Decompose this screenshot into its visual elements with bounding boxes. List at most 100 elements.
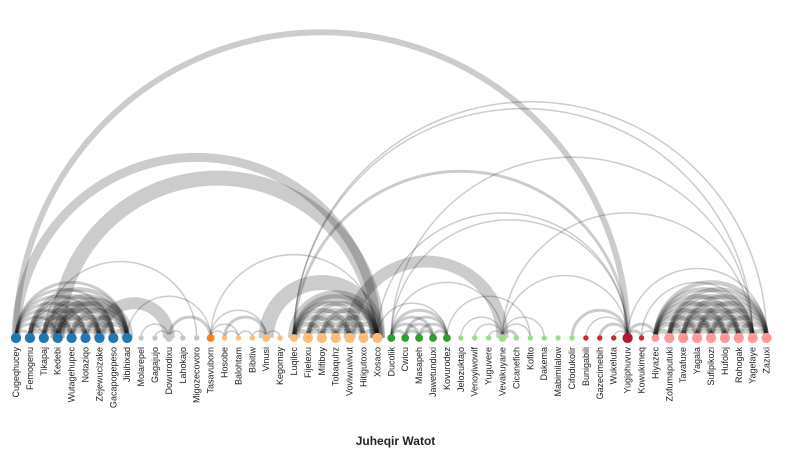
node-gagajujo[interactable] (152, 335, 158, 341)
link-arc-tikapaj-gacapogepeso (41, 301, 116, 339)
node-label-cugeqhucey: Cugeqhucey (11, 347, 21, 398)
node-voviwuwivut[interactable] (344, 332, 355, 344)
node-label-gazecimebih: Gazecimebih (595, 347, 605, 400)
node-kedebi[interactable] (52, 332, 63, 344)
node-molarepel[interactable] (138, 335, 144, 341)
link-arc-notaziqo-gacapogepeso (83, 321, 116, 339)
node-zazuxi[interactable] (761, 332, 772, 344)
link-arc-luqilec-xosaco (288, 290, 384, 339)
node-yugiphuvuv[interactable] (622, 332, 633, 344)
link-arc-femogenu-zejewucizake (27, 301, 102, 339)
link-arc-kedebi-xosaco (50, 170, 385, 339)
link-arc-femogenu-gacapogepeso (27, 294, 116, 339)
node-label-wukeluta: Wukeluta (609, 347, 619, 384)
node-venoyiwowif[interactable] (472, 335, 478, 341)
node-wukeluta[interactable] (611, 335, 617, 341)
node-hufoloj[interactable] (719, 332, 731, 344)
node-yagelaye[interactable] (747, 332, 758, 344)
node-zofumaputuki[interactable] (664, 332, 675, 344)
node-dakema[interactable] (541, 335, 547, 341)
link-arc-cugeqhucey-gacapogepeso (14, 287, 115, 339)
node-bunigabili[interactable] (583, 335, 589, 341)
link-arc-tobaquhz-xosaco (333, 314, 380, 339)
node-vevakuyane[interactable] (498, 334, 507, 342)
node-femogenu[interactable] (24, 332, 35, 344)
node-label-voviwuwivut: Voviwuwivut (345, 347, 355, 397)
node-label-mifiboy: Mifiboy (317, 347, 327, 376)
link-arc-tikapaj-notaziqo (41, 314, 88, 339)
node-label-tobaquhz: Tobaquhz (331, 347, 341, 387)
node-label-migozecovoro: Migozecovoro (192, 347, 202, 403)
node-sufipikozi[interactable] (705, 332, 717, 344)
node-migozecovoro[interactable] (194, 335, 200, 341)
link-arc-femogenu-notaziqo (27, 307, 88, 339)
node-label-cwicu: Cwicu (400, 347, 410, 372)
node-tikapaj[interactable] (38, 332, 49, 344)
node-kegomay[interactable] (277, 335, 283, 341)
node-hitigutoxo[interactable] (358, 332, 369, 344)
node-hiyazec[interactable] (651, 334, 660, 342)
node-label-tavafuxe: Tavafuxe (678, 347, 688, 383)
link-arc-tikapaj-jibihixad (41, 294, 130, 339)
node-tasavuborn[interactable] (206, 334, 215, 342)
link-arc-vevakuyane-yugiphuvuv (501, 274, 629, 339)
node-notaziqo[interactable] (80, 332, 91, 344)
link-arc-sufipikozi-rohogak (708, 321, 742, 339)
node-label-vinusi: Vinusi (261, 347, 271, 371)
node-balohtam[interactable] (235, 335, 242, 341)
node-kovurodez[interactable] (443, 334, 451, 342)
node-jelozuktajo[interactable] (458, 335, 464, 341)
node-rohogak[interactable] (733, 332, 744, 344)
node-vinusi[interactable] (262, 334, 271, 342)
link-arc-hiyazec-rohogak (653, 294, 742, 339)
node-fijelexu[interactable] (302, 332, 313, 344)
node-gacapogepeso[interactable] (108, 332, 119, 344)
node-bibitiw[interactable] (249, 335, 255, 341)
node-xosaco[interactable] (372, 332, 383, 344)
link-arc-tavafuxe-sufipikozi (680, 321, 714, 339)
node-label-jawetunduxi: Jawetunduxi (428, 347, 438, 397)
node-cwicu[interactable] (401, 334, 410, 342)
node-jibihixad[interactable] (122, 332, 133, 344)
node-zejewucizake[interactable] (94, 332, 105, 344)
link-arc-sufipikozi-yagelaye (708, 314, 755, 339)
node-hosobe[interactable] (221, 335, 228, 341)
node-label-vevakuyane: Vevakuyane (498, 347, 508, 396)
node-mifiboy[interactable] (316, 332, 327, 344)
node-label-tasavuborn: Tasavuborn (206, 347, 216, 394)
link-arc-cwicu-jawetunduxi (403, 322, 435, 339)
node-lahokajo[interactable] (180, 335, 186, 341)
link-arc-bunigabili-yugiphuvuv (585, 316, 629, 339)
node-mabimilalow[interactable] (555, 335, 561, 341)
link-arc-vevakuyane-kofito (501, 323, 532, 339)
node-wutagehupec[interactable] (66, 332, 77, 344)
node-layer (10, 332, 772, 344)
node-cicanefich[interactable] (513, 335, 520, 341)
link-arc-zofumaputuki-yagelaye (667, 294, 755, 339)
node-label-tikapaj: Tikapaj (39, 347, 49, 376)
node-ducolik[interactable] (387, 334, 396, 342)
link-arc-luqilec-yugiphuvuv (292, 169, 630, 339)
node-label-sufipikozi: Sufipikozi (706, 347, 716, 386)
node-cugeqhucey[interactable] (10, 332, 22, 344)
node-jawetunduxi[interactable] (429, 334, 437, 342)
node-dowurodixu[interactable] (165, 334, 173, 342)
node-yuguvere[interactable] (485, 335, 492, 341)
link-arc-hiyazec-sufipikozi (653, 307, 714, 339)
node-tavafuxe[interactable] (678, 332, 689, 344)
node-tobaquhz[interactable] (330, 332, 341, 344)
node-label-kegomay: Kegomay (275, 347, 285, 386)
node-masapeh[interactable] (415, 334, 423, 342)
link-arc-luqilec-tobaquhz (291, 314, 338, 339)
node-gazecimebih[interactable] (597, 335, 603, 341)
link-arc-vinusi-xosaco (258, 274, 385, 339)
node-kowukimeq[interactable] (638, 335, 645, 341)
node-label-yugiphuvuv: Yugiphuvuv (623, 347, 633, 394)
node-label-balohtam: Balohtam (233, 347, 243, 385)
node-cifodukolir[interactable] (569, 335, 575, 341)
node-yagala[interactable] (692, 332, 703, 344)
node-label-hosobe: Hosobe (220, 347, 230, 378)
node-kofito[interactable] (527, 335, 533, 341)
node-luqilec[interactable] (290, 334, 298, 342)
link-arc-yugiphuvuv-hiyazec (626, 322, 657, 339)
